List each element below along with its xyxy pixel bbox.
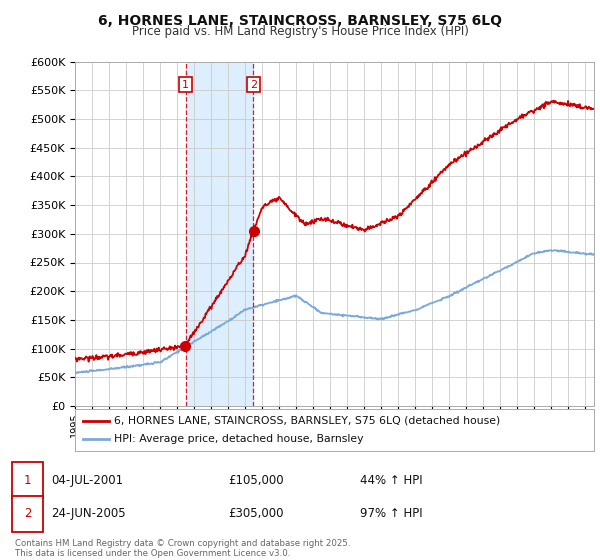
Text: 97% ↑ HPI: 97% ↑ HPI bbox=[360, 507, 422, 520]
Text: HPI: Average price, detached house, Barnsley: HPI: Average price, detached house, Barn… bbox=[114, 434, 364, 444]
Text: Contains HM Land Registry data © Crown copyright and database right 2025.
This d: Contains HM Land Registry data © Crown c… bbox=[15, 539, 350, 558]
Text: 6, HORNES LANE, STAINCROSS, BARNSLEY, S75 6LQ (detached house): 6, HORNES LANE, STAINCROSS, BARNSLEY, S7… bbox=[114, 416, 500, 426]
Text: 2: 2 bbox=[24, 507, 31, 520]
Text: 44% ↑ HPI: 44% ↑ HPI bbox=[360, 474, 422, 487]
Bar bbox=[185, 62, 253, 406]
Text: Price paid vs. HM Land Registry's House Price Index (HPI): Price paid vs. HM Land Registry's House … bbox=[131, 25, 469, 38]
Text: £305,000: £305,000 bbox=[228, 507, 284, 520]
Text: £105,000: £105,000 bbox=[228, 474, 284, 487]
Text: 6, HORNES LANE, STAINCROSS, BARNSLEY, S75 6LQ: 6, HORNES LANE, STAINCROSS, BARNSLEY, S7… bbox=[98, 14, 502, 28]
Text: 2: 2 bbox=[250, 80, 257, 90]
Text: 1: 1 bbox=[24, 474, 31, 487]
Text: 04-JUL-2001: 04-JUL-2001 bbox=[51, 474, 123, 487]
Text: 24-JUN-2005: 24-JUN-2005 bbox=[51, 507, 125, 520]
Text: 1: 1 bbox=[182, 80, 189, 90]
